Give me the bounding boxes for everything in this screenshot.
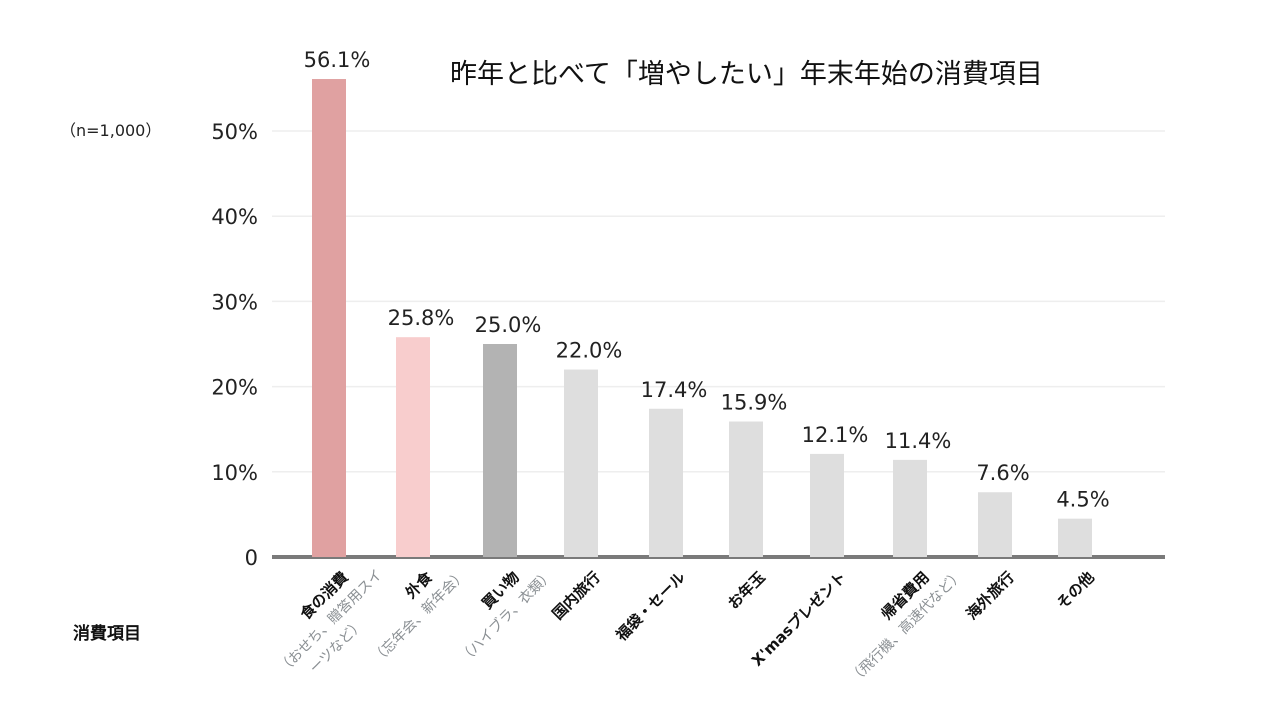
x-tick-label: 海外旅行: [963, 568, 1018, 623]
data-label: 7.6%: [976, 461, 1029, 485]
y-tick-label: 0: [245, 546, 258, 570]
x-tick-label-group: 帰省費用（飛行機、高速代など）: [846, 566, 967, 687]
x-tick-label-group: その他: [1053, 568, 1098, 613]
y-tick-label: 10%: [211, 461, 258, 485]
y-tick-label: 20%: [211, 376, 258, 400]
bar: [1058, 518, 1092, 557]
x-tick-label-group: 外食（忘年会、新年会）: [369, 567, 469, 667]
data-label: 25.8%: [388, 306, 455, 330]
x-tick-label: その他: [1053, 568, 1098, 613]
x-axis-label: 消費項目: [73, 623, 141, 644]
bar: [312, 79, 346, 557]
bar: [978, 492, 1012, 557]
chart-title: 昨年と比べて「増やしたい」年末年始の消費項目: [450, 59, 1043, 90]
data-label: 22.0%: [556, 339, 623, 363]
bar: [893, 459, 927, 557]
data-label: 17.4%: [641, 378, 708, 402]
x-tick-label-group: 海外旅行: [963, 568, 1018, 623]
y-tick-label: 30%: [211, 290, 258, 314]
bar: [649, 408, 683, 557]
sample-size-note: （n=1,000）: [60, 121, 161, 140]
x-tick-label: 国内旅行: [549, 568, 604, 623]
y-tick-label: 50%: [211, 120, 258, 144]
x-tick-label: 福袋・セール: [612, 568, 689, 645]
bar: [729, 421, 763, 557]
bar: [564, 369, 598, 557]
x-tick-label-group: お年玉: [724, 568, 769, 613]
data-label: 11.4%: [885, 429, 952, 453]
y-tick-label: 40%: [211, 205, 258, 229]
data-label: 12.1%: [802, 423, 869, 447]
data-label: 56.1%: [304, 48, 371, 72]
bar: [396, 337, 430, 557]
x-tick-label-group: 国内旅行: [549, 568, 604, 623]
bar: [810, 453, 844, 557]
bar: [483, 344, 517, 557]
x-tick-label-group: 福袋・セール: [612, 568, 689, 645]
data-label: 25.0%: [475, 313, 542, 337]
x-tick-label: お年玉: [724, 568, 769, 613]
data-label: 15.9%: [721, 391, 788, 415]
data-label: 4.5%: [1056, 488, 1109, 512]
